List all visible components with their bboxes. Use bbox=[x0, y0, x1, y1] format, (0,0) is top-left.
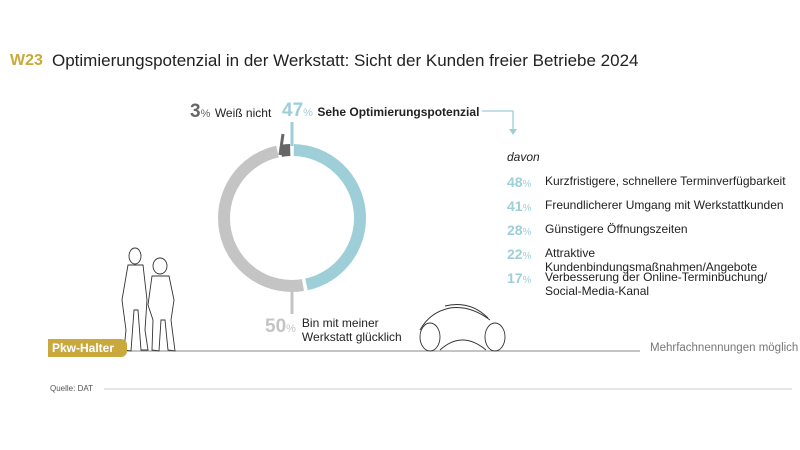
label-weiss-nicht: 3% Weiß nicht bbox=[190, 101, 271, 123]
leader-line-weiss bbox=[278, 133, 285, 156]
arrow-down-icon bbox=[509, 129, 517, 135]
breakdown-label: Attraktive Kundenbindungsmaßnahmen/Angeb… bbox=[545, 246, 758, 274]
donut-slice-1 bbox=[218, 145, 304, 292]
donut-chart bbox=[218, 144, 366, 292]
breakdown-item: 22% Attraktive Kundenbindungsmaßnahmen/An… bbox=[507, 246, 795, 274]
label-sehe: 47% Sehe Optimierungspotenzial bbox=[282, 100, 479, 122]
davon-label: davon bbox=[507, 150, 540, 164]
breakdown-value: 22% bbox=[507, 246, 532, 262]
pct-sign: % bbox=[286, 323, 296, 335]
page-title: Optimierungspotenzial in der Werkstatt: … bbox=[52, 51, 639, 70]
breakdown-item: 41% Freundlicherer Umgang mit Werkstattku… bbox=[507, 198, 784, 217]
sehe-label: Sehe Optimierungspotenzial bbox=[317, 105, 480, 119]
breakdown-value: 48% bbox=[507, 174, 532, 190]
multiple-answers-note: Mehrfachnennungen möglich bbox=[650, 342, 799, 354]
weiss-label: Weiß nicht bbox=[214, 106, 272, 120]
chart-code: W23 bbox=[10, 52, 43, 69]
breakdown-item: 48% Kurzfristigere, schnellere Terminverf… bbox=[507, 174, 786, 193]
breakdown-label: Kurzfristigere, schnellere Terminverfügb… bbox=[545, 174, 786, 188]
pct-sign: % bbox=[200, 108, 211, 120]
breakdown-value: 41% bbox=[507, 198, 532, 214]
people-illustration-icon bbox=[121, 247, 176, 352]
donut-slice-2 bbox=[280, 144, 291, 157]
pct-sign: % bbox=[303, 107, 313, 119]
gluecklich-value: 50 bbox=[265, 316, 287, 337]
breakdown-label: Günstigere Öffnungszeiten bbox=[545, 222, 688, 236]
arrow-line bbox=[482, 110, 514, 130]
pkw-halter-badge: Pkw-Halter bbox=[48, 339, 127, 357]
breakdown-item: 28% Günstigere Öffnungszeiten bbox=[507, 222, 688, 241]
gluecklich-line1: Bin mit meiner bbox=[301, 316, 379, 330]
breakdown-label: Verbesserung der Online-Terminbuchung/ S… bbox=[545, 270, 768, 298]
donut-slice-0 bbox=[293, 144, 366, 291]
weiss-value: 3 bbox=[190, 101, 201, 122]
gluecklich-line2: Werkstatt glücklich bbox=[301, 330, 402, 344]
car-illustration-icon bbox=[419, 304, 506, 352]
breakdown-value: 17% bbox=[507, 270, 532, 286]
breakdown-value: 28% bbox=[507, 222, 532, 238]
breakdown-label: Freundlicherer Umgang mit Werkstattkunde… bbox=[545, 198, 784, 212]
source-label: Quelle: DAT bbox=[50, 384, 93, 393]
sehe-value: 47 bbox=[282, 100, 304, 121]
label-gluecklich: 50% Bin mit meiner Werkstatt glücklich bbox=[265, 316, 402, 344]
breakdown-item: 17% Verbesserung der Online-Terminbuchung… bbox=[507, 270, 795, 298]
